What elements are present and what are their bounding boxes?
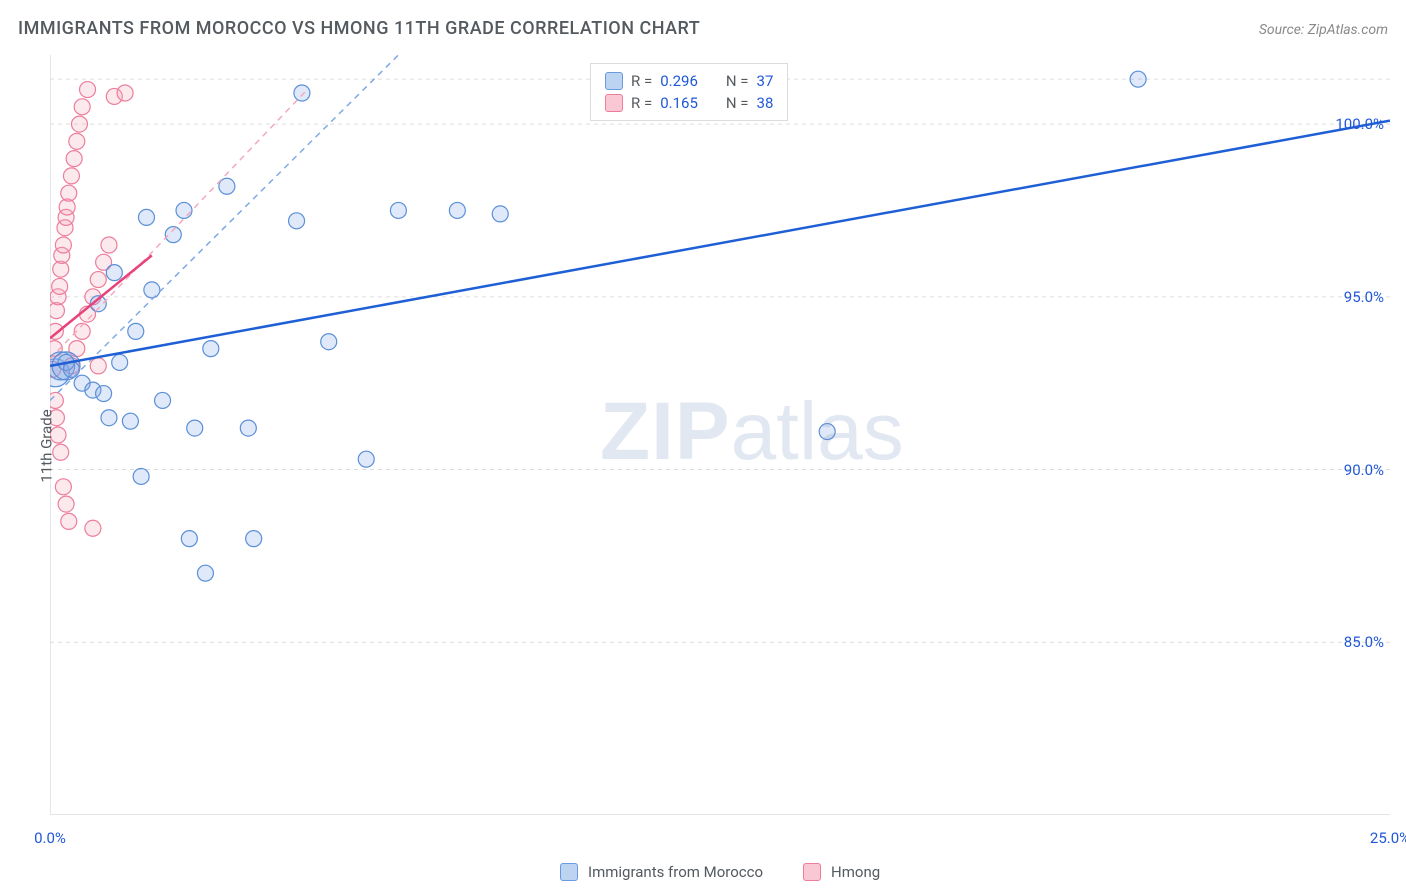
legend-bottom-label-hmong: Hmong — [831, 863, 880, 881]
legend-bottom-swatch-morocco — [560, 863, 578, 881]
legend-n-label: N = — [726, 72, 749, 90]
y-tick-label: 95.0% — [1324, 288, 1384, 306]
y-axis-label: 11th Grade — [38, 409, 56, 482]
legend-n-value-morocco: 37 — [757, 72, 774, 90]
y-tick-label: 85.0% — [1324, 633, 1384, 651]
legend-swatch-hmong — [605, 94, 623, 112]
legend-stats-box: R = 0.296 N = 37 R = 0.165 N = 38 — [590, 63, 788, 121]
x-tick-label: 0.0% — [34, 829, 66, 847]
legend-r-value-hmong: 0.165 — [660, 94, 698, 112]
chart-title: IMMIGRANTS FROM MOROCCO VS HMONG 11TH GR… — [18, 18, 700, 39]
legend-stats-row-hmong: R = 0.165 N = 38 — [605, 92, 773, 114]
x-tick-label: 25.0% — [1370, 829, 1406, 847]
legend-n-label: N = — [726, 94, 749, 112]
legend-swatch-morocco — [605, 72, 623, 90]
legend-r-label: R = — [631, 72, 652, 90]
chart-area: R = 0.296 N = 37 R = 0.165 N = 38 ZIPatl… — [50, 55, 1390, 815]
y-tick-label: 90.0% — [1324, 461, 1384, 479]
legend-bottom-swatch-hmong — [803, 863, 821, 881]
legend-r-label: R = — [631, 94, 652, 112]
legend-stats-row-morocco: R = 0.296 N = 37 — [605, 70, 773, 92]
legend-n-value-hmong: 38 — [757, 94, 774, 112]
source-attribution: Source: ZipAtlas.com — [1259, 22, 1388, 38]
legend-bottom: Immigrants from Morocco Hmong — [560, 863, 880, 881]
legend-r-value-morocco: 0.296 — [660, 72, 698, 90]
y-tick-label: 100.0% — [1324, 115, 1384, 133]
legend-bottom-label-morocco: Immigrants from Morocco — [588, 863, 763, 881]
scatter-plot-svg — [50, 55, 1390, 815]
